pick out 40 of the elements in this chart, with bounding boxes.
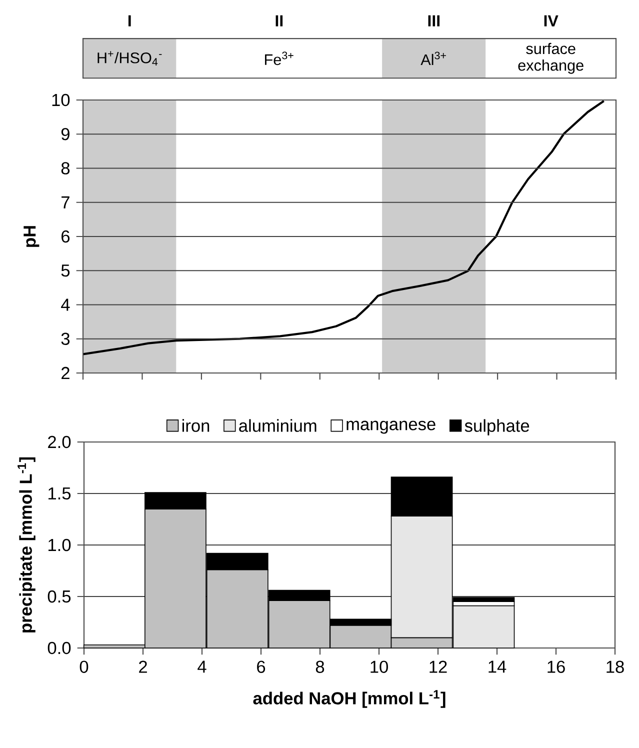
y-tick-label: 6	[62, 230, 70, 243]
x-tick-label: 4	[198, 660, 206, 673]
band-label: Al$^{3+}$	[420, 52, 446, 66]
band-label: H$^{+}$/HSO$_{4}$-	[98, 51, 162, 66]
text: III	[428, 15, 440, 26]
y-axis-title: precipitate [mmol L$^{-1}$]	[18, 457, 36, 632]
text: IV	[544, 15, 558, 26]
y-tick-label: 0.0	[48, 642, 71, 654]
x-tick-label: 16	[548, 660, 565, 673]
y-tick-label: 10	[52, 94, 70, 106]
legend-label: manganese	[346, 420, 436, 434]
y-tick-label: 3	[61, 332, 70, 345]
band-label: surface exchange	[518, 42, 584, 74]
x-tick-label: 2	[139, 660, 147, 673]
x-tick-label: 12	[430, 660, 447, 673]
y-tick-label: 2	[62, 366, 70, 380]
x-axis-title: added NaOH [mmol L$^{-1}$]	[253, 690, 446, 708]
y-tick-label: 7	[62, 196, 70, 208]
y-tick-label: 1.0	[48, 538, 71, 552]
band-label: Fe$^{3+}$	[265, 52, 294, 66]
x-tick-label: 14	[488, 660, 506, 673]
text: II	[276, 15, 283, 26]
y-tick-label: 4	[61, 298, 70, 311]
x-tick-label: 10	[370, 660, 388, 673]
y-tick-label: 2.0	[48, 436, 71, 448]
x-tick-label: 0	[80, 660, 88, 673]
x-tick-label: 6	[257, 660, 266, 673]
y-axis-title: pH	[24, 226, 40, 247]
y-tick-label: 9	[61, 128, 70, 140]
y-tick-label: 8	[61, 162, 70, 174]
y-tick-label: 0.5	[48, 590, 71, 603]
y-tick-label: 1.5	[48, 487, 71, 500]
text: I	[128, 15, 131, 26]
x-tick-label: 18	[606, 660, 624, 673]
legend-label: iron	[182, 419, 210, 432]
line-series	[82, 100, 605, 356]
legend-label: aluminium	[239, 419, 316, 432]
y-tick-label: 5	[61, 264, 70, 277]
legend-label: sulphate	[464, 419, 530, 436]
x-tick-label: 8	[316, 660, 324, 673]
